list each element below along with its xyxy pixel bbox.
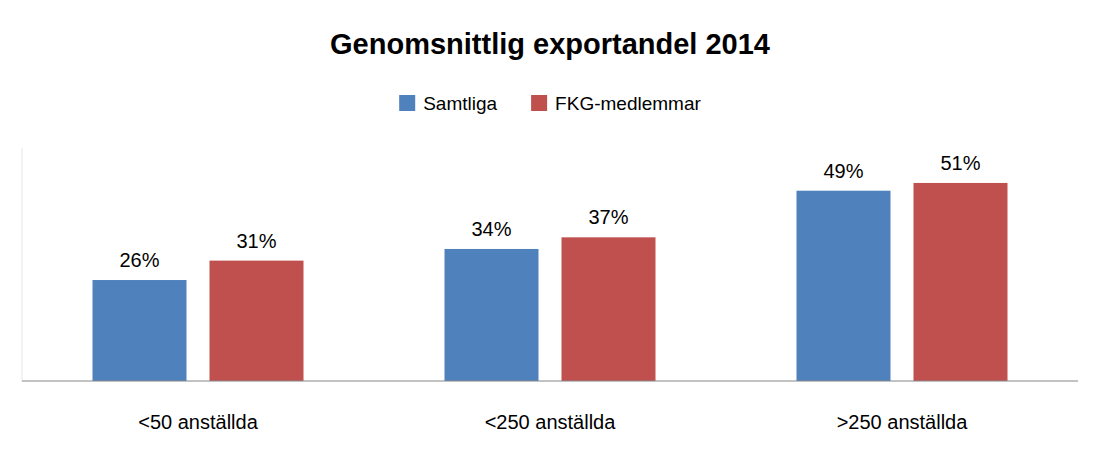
- x-tick-label: <250 anställda: [485, 411, 617, 433]
- data-label: 37%: [588, 206, 628, 228]
- legend-swatch: [399, 95, 415, 111]
- x-axis-line: [22, 381, 1078, 382]
- data-label: 51%: [940, 152, 980, 174]
- legend-label: Samtliga: [423, 93, 497, 114]
- data-label: 31%: [236, 230, 276, 252]
- bar: [445, 249, 539, 381]
- data-labels: 26% 34% 49% 31% 37% 51%: [119, 152, 980, 271]
- data-label: 34%: [471, 218, 511, 240]
- legend-swatch: [531, 95, 547, 111]
- bar: [93, 280, 187, 381]
- chart-title: Genomsnittlig exportandel 2014: [330, 28, 770, 60]
- chart-container: Genomsnittlig exportandel 2014 Samtliga FK…: [0, 0, 1100, 450]
- bar: [797, 191, 891, 381]
- x-tick-label: >250 anställda: [837, 411, 969, 433]
- x-tick-label: <50 anställda: [138, 411, 258, 433]
- chart-svg: Genomsnittlig exportandel 2014 Samtliga FK…: [0, 0, 1100, 450]
- data-label: 26%: [119, 249, 159, 271]
- bar: [562, 237, 656, 381]
- bar: [210, 261, 304, 381]
- bars: [93, 183, 1008, 381]
- legend-label: FKG-medlemmar: [555, 93, 701, 114]
- data-label: 49%: [823, 160, 863, 182]
- bar: [914, 183, 1008, 381]
- y-axis-line: [22, 148, 23, 381]
- legend: Samtliga FKG-medlemmar: [399, 93, 701, 114]
